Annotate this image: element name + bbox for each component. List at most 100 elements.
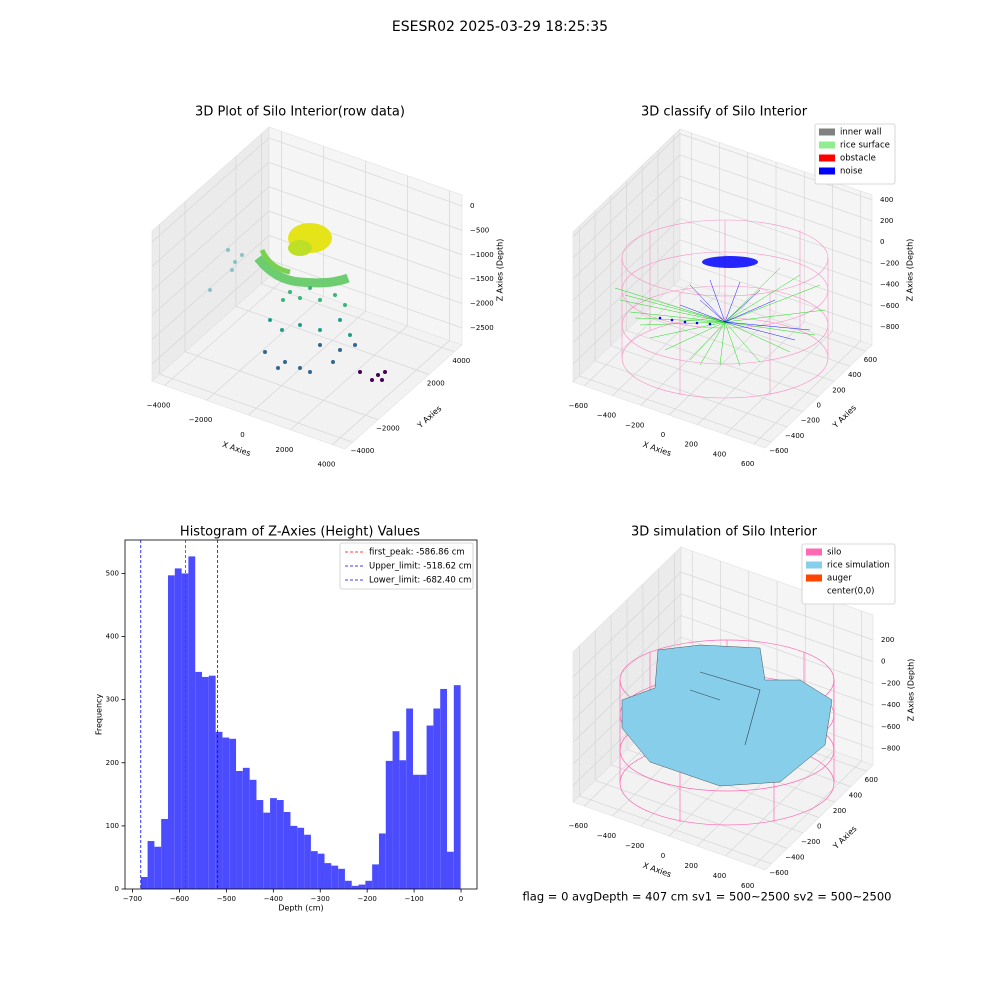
z-tick-label: −2000 (470, 300, 494, 308)
x-tick-label: 400 (713, 872, 726, 880)
z-tick-label: −500 (470, 226, 489, 234)
legend-label: silo (827, 548, 841, 558)
histogram-bar (208, 675, 216, 889)
grid-line (151, 186, 463, 292)
legend-swatch (819, 154, 835, 162)
histogram-bar (283, 812, 291, 889)
z-tick-label: 0 (881, 658, 885, 666)
histogram-bar (365, 880, 373, 889)
grid-line (725, 181, 833, 435)
y-tick-label: 600 (865, 776, 878, 784)
x-tick-label: −200 (358, 895, 377, 903)
simulation-illustration (619, 639, 835, 826)
z-tick-label: −200 (880, 259, 899, 267)
histogram-bar (181, 573, 189, 889)
grid-line (584, 132, 692, 387)
x-axis-label: Depth (cm) (278, 904, 323, 913)
legend-swatch (819, 167, 835, 175)
histogram-bar (378, 833, 386, 889)
x-tick-label: −600 (569, 822, 588, 830)
y-tick-label: 200 (106, 759, 119, 767)
suptitle: ESESR02 2025-03-29 18:25:35 (392, 19, 608, 35)
histogram-bar (222, 737, 230, 889)
x-tick-label: −4000 (147, 401, 171, 409)
z-axis-label: Z Axies (Depth) (496, 239, 505, 302)
histogram-bar (249, 779, 257, 889)
y-tick-label: −4000 (351, 447, 375, 455)
grid-line (261, 133, 455, 353)
grid-line (578, 225, 772, 443)
grid-line (248, 161, 366, 416)
x-tick-label: −400 (597, 412, 616, 420)
y-tick-label: 200 (832, 386, 845, 394)
x-tick-label: 600 (741, 460, 754, 468)
histogram-bar (215, 731, 223, 889)
x-tick-label: −600 (569, 402, 588, 410)
y-tick-label: −200 (801, 838, 820, 846)
classification-illustration (614, 219, 829, 399)
z-tick-label: −400 (880, 281, 899, 289)
histogram-bar (304, 834, 311, 889)
histogram-bar (236, 770, 243, 889)
legend-swatch (806, 587, 822, 595)
legend-box (801, 543, 896, 605)
legend-swatch (806, 561, 822, 569)
histogram-bar (344, 880, 352, 889)
grid-line (594, 630, 788, 849)
histogram-bar (372, 864, 379, 889)
chart-title: 3D Plot of Silo Interior(row data) (195, 105, 405, 120)
grid-line (696, 171, 805, 425)
grid-line (572, 218, 873, 322)
y-axis-label: Frequency (95, 694, 104, 736)
y-tick-label: −600 (769, 869, 788, 877)
grid-line (290, 175, 408, 431)
grid-line (610, 195, 803, 412)
histogram-bar (338, 868, 345, 889)
y-tick-label: −400 (785, 432, 804, 440)
chart-title: 3D simulation of Silo Interior (631, 525, 818, 540)
grid-line (594, 210, 788, 428)
y-axis-label: Y Axies (830, 403, 858, 430)
grid-line (753, 611, 863, 867)
z-tick-label: −600 (880, 302, 899, 310)
grid-line (235, 156, 430, 375)
histogram-bar (263, 812, 271, 889)
histogram-bar (161, 818, 168, 889)
y-tick-label: 400 (849, 792, 862, 800)
histogram-bar (229, 738, 237, 889)
histogram-bar (195, 671, 203, 889)
x-tick-label: −400 (264, 895, 283, 903)
legend-swatch (806, 574, 822, 582)
y-tick-label: −200 (801, 417, 820, 425)
x-tick-label: −200 (625, 842, 644, 850)
grid-line (572, 593, 874, 699)
grid-line (572, 615, 874, 721)
legend-box (339, 542, 474, 590)
y-tick-label: 300 (106, 696, 119, 704)
legend-label: obstacle (840, 154, 876, 164)
z-tick-label: 0 (880, 238, 884, 246)
histogram-bar (174, 568, 182, 889)
data-layer: −4000−2000020004000−4000−2000200040000−5… (95, 105, 916, 913)
legend-label: first_peak: -586.86 cm (369, 548, 465, 558)
grid-line (159, 224, 353, 443)
x-tick-label: 0 (661, 852, 665, 860)
legend-swatch (819, 128, 835, 136)
y-tick-label: 200 (833, 807, 846, 815)
grid-line (640, 152, 749, 406)
y-tick-label: 100 (106, 822, 119, 830)
x-tick-label: 400 (713, 450, 726, 458)
z-tick-label: −800 (881, 745, 900, 753)
grid-line (612, 142, 720, 396)
grid-line (572, 260, 873, 365)
legend-label: noise (840, 167, 863, 177)
y-tick-label: 400 (848, 371, 861, 379)
legend-label: auger (827, 574, 852, 584)
x-axis-label: X Axies (642, 440, 673, 458)
x-tick-label: 4000 (317, 461, 335, 469)
y-tick-label: 400 (106, 633, 119, 641)
histogram-bar (351, 885, 359, 889)
z-tick-label: 400 (880, 196, 893, 204)
histogram-bar (392, 731, 400, 889)
grid-line (572, 636, 874, 743)
